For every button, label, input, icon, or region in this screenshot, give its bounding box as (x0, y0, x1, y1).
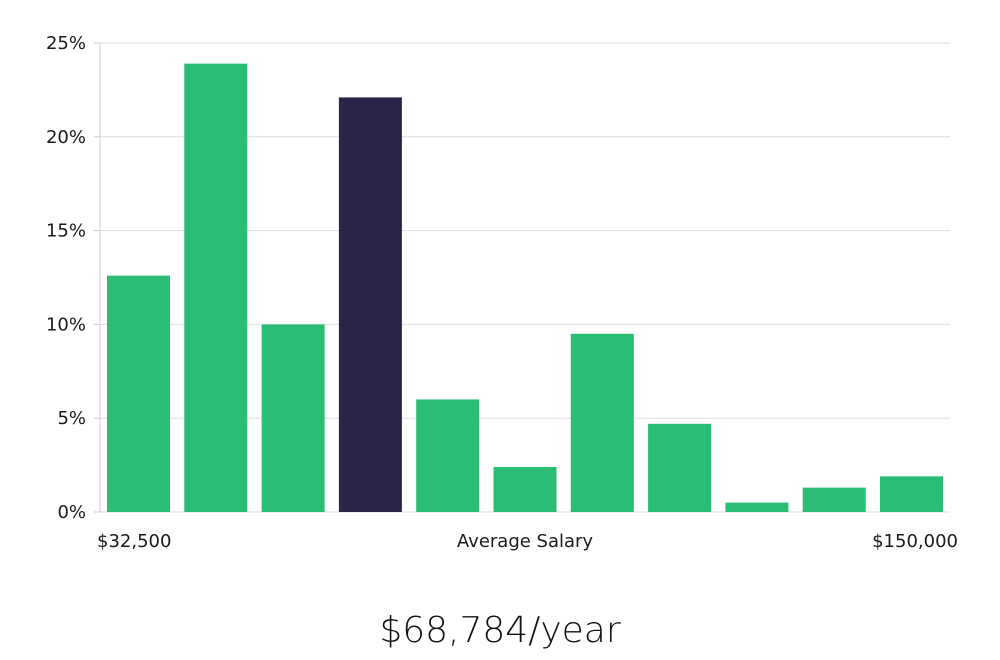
bar (261, 324, 325, 512)
bar (725, 502, 789, 512)
bar (184, 63, 248, 513)
y-tick-labels: 0% 5% 10% 15% 20% 25% (46, 33, 86, 523)
y-tick-label: 10% (46, 314, 86, 335)
average-salary-value: $68,784/year (379, 610, 621, 651)
bar (570, 333, 634, 512)
bar (416, 399, 480, 512)
bar-highlighted (338, 97, 402, 513)
bar (648, 423, 712, 512)
y-tick-label: 25% (46, 33, 86, 54)
y-tick-label: 15% (46, 221, 86, 242)
salary-histogram: 0%5%10%15%20%25% $32,500 Average Salary … (46, 33, 958, 552)
x-max-label: $150,000 (872, 531, 958, 552)
bar (493, 466, 557, 512)
bar (802, 487, 866, 512)
y-tick-label: 0% (57, 502, 86, 523)
bar (107, 275, 170, 512)
x-min-label: $32,500 (97, 531, 171, 552)
bar (880, 476, 943, 512)
x-axis-title: Average Salary (457, 531, 594, 552)
y-tick-label: 5% (57, 408, 86, 429)
bars (107, 63, 943, 513)
y-tick-label: 20% (46, 127, 86, 148)
